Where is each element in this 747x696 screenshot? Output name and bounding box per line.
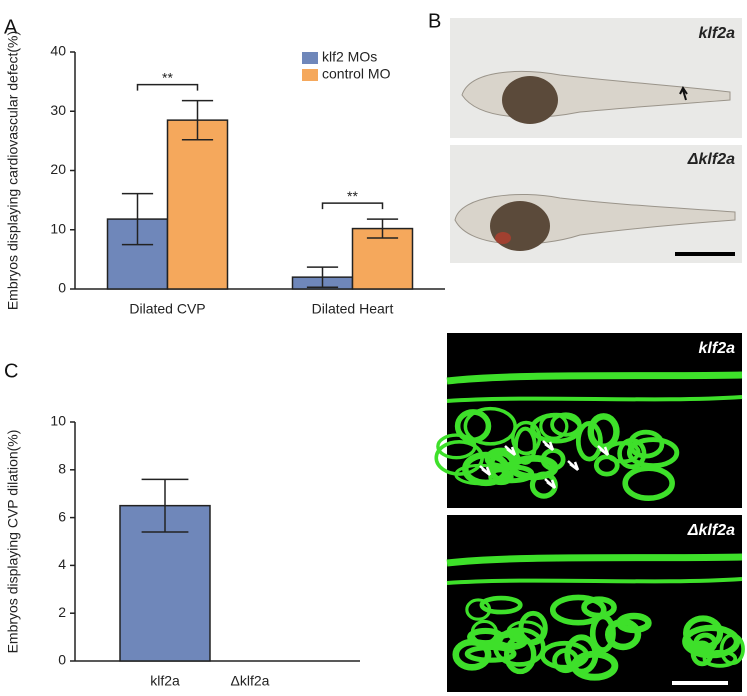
y-tick-label: 4	[58, 556, 66, 572]
significance-bracket	[136, 83, 199, 91]
panel-d	[434, 333, 745, 692]
scale-bar	[675, 252, 735, 256]
vessel-loop	[470, 619, 498, 645]
vessel	[446, 371, 743, 385]
arrow	[597, 445, 610, 456]
vessel-loop	[539, 412, 569, 440]
vessel-loop	[434, 440, 484, 476]
vessel-loop	[587, 413, 620, 450]
vessel-loop	[605, 618, 642, 651]
significance-bracket	[321, 202, 384, 210]
legend-swatch	[302, 69, 318, 81]
x-tick-label: Dilated CVP	[129, 301, 205, 317]
y-tick-label: 8	[58, 461, 66, 477]
vessel	[446, 395, 743, 403]
y-tick-label: 40	[50, 43, 66, 59]
panel-label: A	[4, 16, 18, 38]
image-label: Δklf2a	[687, 522, 735, 539]
vessel-loop	[702, 649, 738, 668]
vessel-loop	[509, 454, 559, 481]
image-label: klf2a	[699, 340, 736, 357]
legend-label: klf2 MOs	[322, 49, 377, 65]
vessel-loop	[462, 451, 510, 487]
vessel-loop	[464, 644, 517, 663]
bar	[166, 119, 229, 290]
vessel-loop	[693, 632, 718, 654]
significance-label: **	[162, 69, 173, 85]
yolk	[490, 201, 550, 251]
panel-label: C	[4, 360, 18, 382]
y-tick-label: 0	[58, 652, 66, 668]
arrow	[542, 440, 555, 451]
y-axis-label: Embryos displaying CVP dilation(%)	[5, 430, 21, 654]
vessel-loop	[622, 465, 675, 501]
y-tick-label: 10	[50, 220, 66, 236]
x-tick-label: Δklf2a	[231, 673, 270, 689]
arrow	[479, 465, 492, 476]
arrow	[567, 460, 580, 471]
image-label: klf2a	[699, 25, 736, 42]
y-axis-label: Embryos displaying cardiovascular defect…	[5, 31, 21, 310]
arrow	[504, 445, 517, 456]
vessel-loop	[452, 638, 492, 671]
vessel-loop	[581, 596, 617, 619]
vessel-loop	[552, 648, 580, 674]
vessel-loop	[488, 468, 514, 486]
scale-bar	[672, 681, 728, 685]
y-tick-label: 6	[58, 508, 66, 524]
vessel-loop	[484, 447, 519, 470]
y-tick-label: 20	[50, 161, 66, 177]
y-tick-label: 30	[50, 102, 66, 118]
vessel-loop	[479, 595, 523, 615]
y-tick-label: 10	[50, 413, 66, 429]
x-tick-label: Dilated Heart	[312, 301, 394, 317]
vessel	[446, 553, 743, 567]
vessel-loop	[465, 598, 492, 621]
heart	[495, 232, 511, 244]
legend-label: control MO	[322, 66, 391, 82]
y-tick-label: 2	[58, 604, 66, 620]
panel-b: klf2a Δklf2a	[450, 18, 742, 263]
significance-label: **	[347, 188, 358, 204]
vessel-loop	[511, 420, 542, 456]
arrow	[544, 478, 557, 489]
image-label: Δklf2a	[687, 151, 735, 168]
arrow	[679, 86, 688, 101]
legend-swatch	[302, 52, 318, 64]
vessel-loop	[626, 437, 680, 469]
vessel-loop	[550, 412, 582, 437]
yolk	[502, 76, 558, 124]
vessel-loop	[549, 594, 607, 626]
panel-label: B	[428, 10, 441, 32]
vessel-loop	[503, 634, 537, 675]
x-tick-label: klf2a	[150, 673, 180, 689]
vessel	[446, 577, 743, 585]
vessel-loop	[493, 627, 546, 667]
y-tick-label: 0	[58, 280, 66, 296]
